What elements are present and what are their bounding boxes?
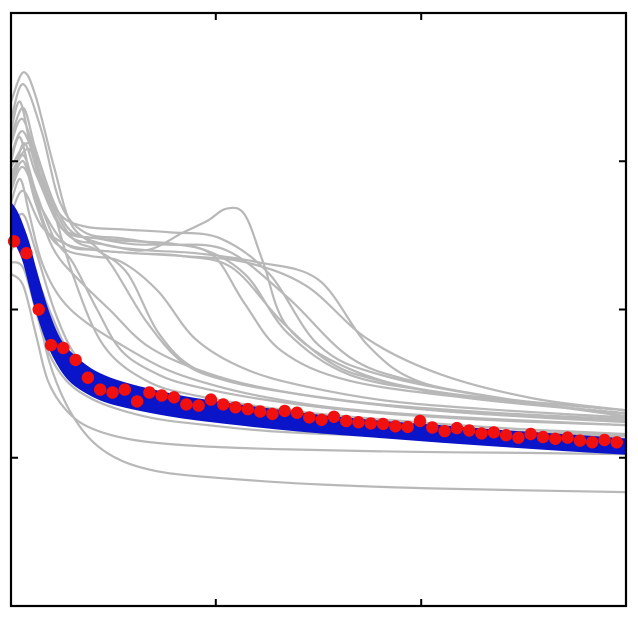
red-point-3 xyxy=(32,303,45,316)
red-point-5 xyxy=(57,341,70,355)
red-point-13 xyxy=(155,389,168,402)
gray-curve-6 xyxy=(9,154,627,427)
red-point-28 xyxy=(340,414,353,428)
red-point-39 xyxy=(475,427,488,440)
gray-curve-13 xyxy=(9,166,627,415)
red-point-50 xyxy=(610,436,623,449)
red-point-23 xyxy=(278,404,291,418)
red-point-42 xyxy=(512,431,525,444)
gray-curve-12 xyxy=(9,106,627,415)
red-point-34 xyxy=(413,414,427,428)
red-point-17 xyxy=(204,393,218,406)
red-point-26 xyxy=(315,413,328,426)
red-point-11 xyxy=(130,395,144,408)
red-point-47 xyxy=(573,434,587,447)
red-point-22 xyxy=(266,407,279,421)
red-point-21 xyxy=(253,405,267,418)
red-point-31 xyxy=(376,417,390,431)
red-point-27 xyxy=(327,410,341,423)
axes-layer xyxy=(9,11,628,608)
red-point-12 xyxy=(143,386,156,399)
red-points-layer xyxy=(7,235,623,449)
red-point-45 xyxy=(549,432,562,445)
red-point-37 xyxy=(450,421,464,435)
red-point-25 xyxy=(303,411,316,424)
red-point-29 xyxy=(352,416,365,429)
red-point-38 xyxy=(463,424,476,437)
red-point-1 xyxy=(7,235,21,248)
red-point-24 xyxy=(290,406,304,419)
red-point-44 xyxy=(536,430,550,444)
red-point-6 xyxy=(69,353,82,367)
red-point-20 xyxy=(241,402,254,416)
red-point-19 xyxy=(229,401,242,414)
gray-curve-19 xyxy=(9,189,627,412)
red-point-43 xyxy=(524,427,537,441)
red-point-14 xyxy=(167,391,181,404)
red-point-46 xyxy=(561,431,574,444)
red-point-33 xyxy=(401,420,414,434)
red-point-9 xyxy=(106,386,119,399)
gray-curve-15 xyxy=(9,136,627,419)
gray-curve-11 xyxy=(9,177,627,427)
red-point-49 xyxy=(598,433,611,447)
red-point-41 xyxy=(499,429,513,442)
gray-curve-5 xyxy=(9,142,627,412)
red-point-35 xyxy=(426,421,439,434)
red-point-4 xyxy=(44,338,58,352)
gray-curve-17 xyxy=(10,273,627,456)
red-point-15 xyxy=(180,398,193,411)
red-point-40 xyxy=(487,426,500,439)
red-point-10 xyxy=(118,383,131,396)
red-point-36 xyxy=(438,424,451,438)
red-point-8 xyxy=(94,383,107,396)
gray-curve-20 xyxy=(9,160,627,423)
red-point-16 xyxy=(192,399,205,412)
red-point-48 xyxy=(586,436,599,449)
red-point-18 xyxy=(217,398,230,411)
red-point-2 xyxy=(20,247,33,260)
red-point-7 xyxy=(81,371,95,384)
red-point-32 xyxy=(389,420,402,433)
red-point-30 xyxy=(364,417,377,430)
